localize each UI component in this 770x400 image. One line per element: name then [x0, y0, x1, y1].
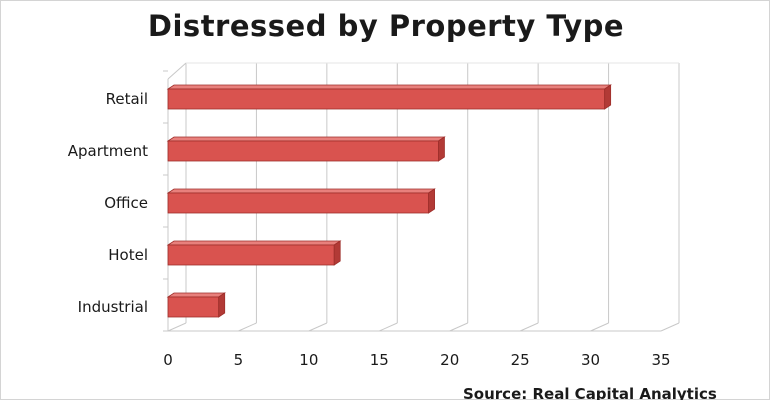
bar-end — [604, 84, 612, 110]
bar-end — [428, 188, 435, 214]
bar-top — [166, 240, 342, 246]
bar — [167, 296, 220, 318]
x-tick-label: 5 — [234, 351, 244, 369]
bar — [167, 88, 606, 110]
floor-gridline — [449, 322, 468, 332]
left-wall-top — [167, 62, 187, 80]
source-note: Source: Real Capital Analytics — [463, 385, 717, 400]
bar-top — [166, 84, 612, 90]
x-tick-label: 15 — [370, 351, 389, 369]
floor-gridline — [308, 322, 328, 332]
category-label: Office — [104, 194, 148, 212]
bar-end — [333, 240, 341, 266]
floor-gridline — [167, 322, 187, 332]
x-tick-label: 10 — [299, 351, 318, 369]
floor-gridline — [379, 322, 398, 332]
bar-end — [438, 136, 445, 162]
category-label: Industrial — [78, 298, 148, 316]
floor-gridline — [238, 322, 257, 332]
category-label: Hotel — [108, 246, 148, 264]
floor-gridline — [660, 322, 680, 332]
category-label: Retail — [106, 90, 148, 108]
x-tick-label: 20 — [440, 351, 459, 369]
bar-top — [166, 136, 446, 142]
bar — [167, 192, 429, 214]
category-label: Apartment — [68, 142, 148, 160]
x-tick-label: 25 — [511, 351, 530, 369]
x-tick-label: 0 — [163, 351, 173, 369]
bar-top — [166, 292, 227, 298]
x-tick-label: 30 — [581, 351, 600, 369]
chart-title: Distressed by Property Type — [147, 9, 625, 43]
bar-top — [166, 188, 436, 194]
x-tick-label: 35 — [651, 351, 670, 369]
bar-end — [218, 292, 226, 318]
bar — [167, 140, 439, 162]
bar — [167, 244, 335, 266]
floor-gridline — [519, 322, 539, 332]
floor-gridline — [590, 322, 609, 332]
